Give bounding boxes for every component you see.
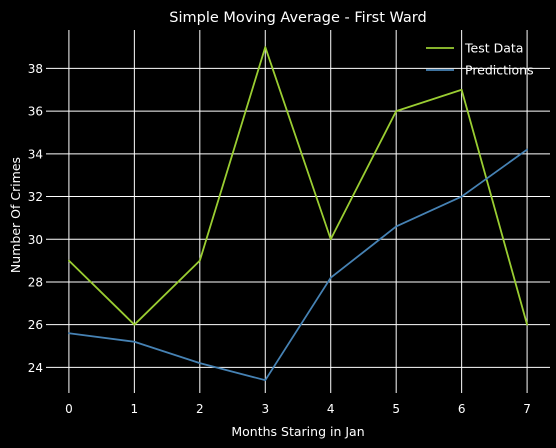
x-axis-label: Months Staring in Jan	[231, 424, 364, 439]
x-tick-label-7: 7	[523, 402, 531, 416]
x-tick-label-4: 4	[327, 402, 335, 416]
grid-lines	[46, 30, 550, 393]
y-tick-label-32: 32	[28, 190, 43, 204]
legend: Test Data Predictions	[426, 41, 534, 78]
y-tick-label-26: 26	[28, 318, 43, 332]
y-tick-label-24: 24	[28, 361, 43, 375]
chart-title: Simple Moving Average - First Ward	[169, 10, 426, 26]
x-tick-label-6: 6	[458, 402, 466, 416]
y-tick-label-36: 36	[28, 105, 43, 119]
y-tick-label-30: 30	[28, 233, 43, 247]
x-tick-label-1: 1	[131, 402, 139, 416]
x-tick-label-3: 3	[261, 402, 269, 416]
y-tick-label-34: 34	[28, 147, 43, 161]
x-tick-label-2: 2	[196, 402, 204, 416]
series-lines	[68, 46, 528, 382]
series-line-test-data	[68, 46, 528, 326]
legend-label-predictions: Predictions	[465, 63, 534, 78]
y-tick-label-38: 38	[28, 62, 43, 76]
series-line-predictions	[68, 148, 528, 382]
x-tick-label-5: 5	[392, 402, 400, 416]
legend-label-test-data: Test Data	[464, 41, 523, 56]
y-tick-label-28: 28	[28, 275, 43, 289]
x-tick-label-0: 0	[65, 402, 73, 416]
y-axis-label: Number Of Crimes	[8, 157, 23, 273]
